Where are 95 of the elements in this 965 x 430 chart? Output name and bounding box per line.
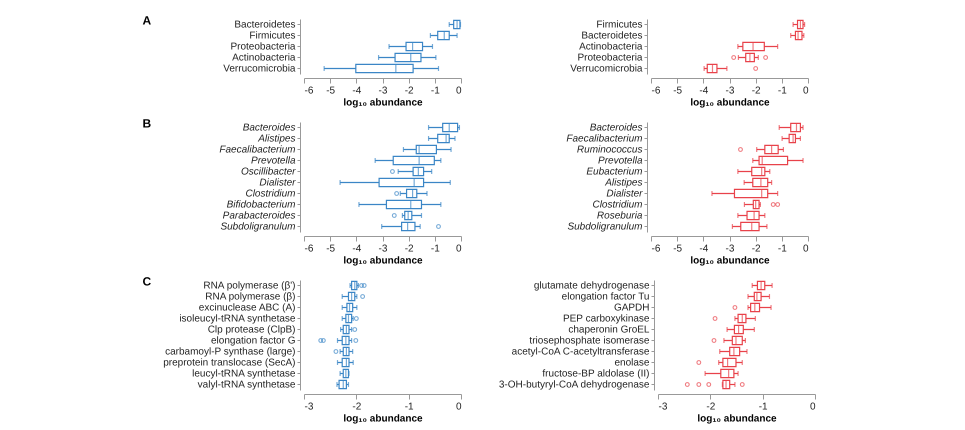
x-tick-label: -5 (673, 244, 683, 254)
y-tick-label: Dialister (606, 188, 644, 200)
y-tick-label: Bacteroidetes (234, 20, 296, 30)
x-tick-label: -3 (658, 402, 668, 412)
x-tick-label: -4 (352, 244, 362, 254)
x-tick-label: -2 (352, 402, 362, 412)
y-tick-label: Bacteroides (242, 122, 296, 134)
y-tick-label: Prevotella (598, 156, 643, 166)
y-tick-label: RNA polymerase (β) (205, 292, 296, 302)
x-axis-title: log₁₀ abundance (343, 256, 424, 266)
y-tick-label: Prevotella (251, 156, 296, 166)
x-tick-label: -5 (326, 244, 336, 254)
y-tick-label: Oscillibacter (241, 166, 296, 178)
y-tick-label: PEP carboxykinase (562, 314, 650, 324)
y-tick-label: preprotein translocase (SecA) (163, 358, 296, 368)
y-tick-label: triosephosphate isomerase (529, 336, 650, 346)
y-tick-label: leucyl-tRNA synthetase (192, 368, 296, 380)
x-tick-label: -5 (673, 86, 683, 96)
y-tick-label: valyl-tRNA synthetase (198, 380, 296, 390)
y-tick-label: isoleucyl-tRNA synthetase (179, 314, 296, 324)
x-tick-label: 0 (456, 402, 462, 412)
x-tick-label: -3 (304, 402, 314, 412)
y-tick-label: acetyl-CoA C-acetyltransferase (512, 346, 650, 358)
y-tick-label: Actinobacteria (579, 42, 643, 52)
x-tick-label: -3 (378, 86, 388, 96)
y-tick-label: glutamate dehydrogenase (534, 280, 650, 292)
y-tick-label: carbamoyl-P synthase (large) (165, 346, 296, 358)
y-tick-label: elongation factor Tu (562, 292, 650, 302)
y-tick-label: Firmicutes (596, 20, 642, 30)
x-tick-label: 0 (810, 402, 816, 412)
y-tick-label: Faecalibacterium (566, 134, 642, 144)
y-tick-label: Verrucomicrobia (570, 64, 643, 74)
x-axis-title: log₁₀ abundance (690, 256, 770, 266)
y-tick-label: elongation factor G (211, 336, 296, 346)
text: A (142, 14, 152, 28)
x-tick-label: -4 (699, 86, 709, 96)
x-tick-label: -6 (652, 86, 661, 96)
x-tick-label: -2 (752, 244, 762, 254)
x-tick-label: -4 (699, 244, 709, 254)
y-tick-label: Proteobacteria (577, 52, 643, 64)
y-tick-label: RNA polymerase (β') (203, 280, 296, 292)
y-tick-label: Bacteroides (590, 122, 642, 134)
x-tick-label: 0 (802, 244, 809, 254)
x-tick-label: -4 (352, 86, 362, 96)
x-tick-label: -3 (726, 86, 735, 96)
y-tick-label: GAPDH (614, 302, 650, 314)
x-tick-label: 0 (456, 244, 462, 254)
y-tick-label: Actinobacteria (232, 52, 296, 64)
x-tick-label: -6 (304, 244, 314, 254)
y-tick-label: Subdoligranulum (567, 222, 642, 232)
x-tick-label: -2 (706, 402, 716, 412)
x-tick-label: -6 (652, 244, 661, 254)
x-tick-label: -1 (430, 244, 440, 254)
y-tick-label: Parabacteroides (222, 210, 296, 222)
y-tick-label: Ruminococcus (576, 144, 642, 156)
y-tick-label: Clostridium (245, 188, 296, 200)
x-tick-label: -6 (304, 86, 314, 96)
y-tick-label: enolase (614, 358, 650, 368)
x-tick-label: -5 (326, 86, 336, 96)
x-axis-title: log₁₀ abundance (690, 98, 770, 108)
y-tick-label: Dialister (259, 178, 296, 188)
x-tick-label: -2 (404, 244, 414, 254)
x-tick-label: -1 (778, 86, 788, 96)
x-axis-title: log₁₀ abundance (343, 414, 424, 424)
y-tick-label: Subdoligranulum (220, 222, 296, 232)
y-tick-label: Bifidobacterium (226, 200, 296, 210)
y-tick-label: Alistipes (257, 134, 296, 144)
y-tick-label: Firmicutes (249, 30, 296, 42)
y-tick-label: Clp protease (ClpB) (208, 324, 296, 336)
y-tick-label: chaperonin GroEL (568, 324, 650, 336)
x-tick-label: -1 (404, 402, 414, 412)
x-axis-title: log₁₀ abundance (697, 414, 778, 424)
x-tick-label: -1 (430, 86, 440, 96)
y-tick-label: Eubacterium (586, 166, 642, 178)
text: B (142, 116, 152, 130)
x-tick-label: -2 (752, 86, 762, 96)
x-tick-label: -1 (758, 402, 768, 412)
y-tick-label: Roseburia (596, 210, 643, 222)
y-tick-label: 3-OH-butyryl-CoA dehydrogenase (498, 380, 650, 390)
x-tick-label: -3 (726, 244, 735, 254)
x-tick-label: 0 (802, 86, 809, 96)
y-tick-label: Proteobacteria (230, 42, 296, 52)
y-tick-label: Alistipes (604, 178, 642, 188)
y-tick-label: Verrucomicrobia (223, 64, 296, 74)
y-tick-label: Clostridium (592, 200, 642, 210)
x-tick-label: 0 (456, 86, 462, 96)
y-tick-label: fructose-BP aldolase (II) (542, 368, 650, 380)
x-tick-label: -1 (778, 244, 788, 254)
y-tick-label: Faecalibacterium (219, 144, 296, 156)
y-tick-label: excinuclease ABC (A) (198, 302, 296, 314)
text: C (142, 274, 152, 288)
x-tick-label: -3 (378, 244, 388, 254)
x-tick-label: -2 (404, 86, 414, 96)
y-tick-label: Bacteroidetes (581, 30, 642, 42)
x-axis-title: log₁₀ abundance (343, 98, 424, 108)
